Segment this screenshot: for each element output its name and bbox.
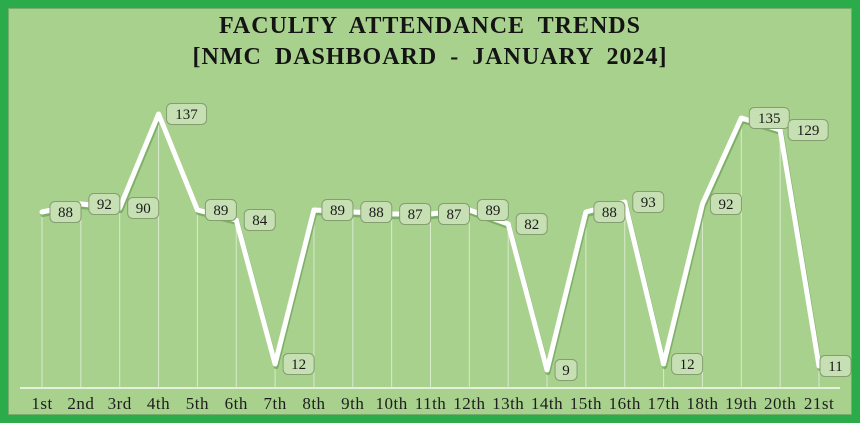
data-point-label-box bbox=[709, 193, 742, 215]
data-point-label: 92 bbox=[97, 197, 112, 213]
x-axis-tick: 4th bbox=[147, 394, 170, 413]
data-point-label: 129 bbox=[797, 123, 820, 139]
data-point-label-box bbox=[438, 203, 470, 225]
x-axis-tick: 19th bbox=[725, 394, 757, 413]
data-point-label: 12 bbox=[291, 357, 306, 373]
data-point-label-box bbox=[515, 213, 548, 235]
data-point-label: 89 bbox=[485, 203, 500, 219]
data-point-label: 89 bbox=[213, 203, 228, 219]
data-point-label: 84 bbox=[252, 213, 268, 229]
data-point-label: 93 bbox=[641, 195, 656, 211]
data-point-label: 82 bbox=[524, 217, 539, 233]
x-axis-tick: 3rd bbox=[108, 394, 132, 413]
x-axis-tick: 9th bbox=[341, 394, 364, 413]
data-point-label-box bbox=[554, 359, 578, 381]
data-point-label-box bbox=[282, 353, 315, 375]
data-point-label-box bbox=[360, 201, 393, 223]
x-axis-tick: 17th bbox=[647, 394, 679, 413]
data-point-label: 135 bbox=[758, 111, 781, 127]
data-point-label-box bbox=[819, 355, 852, 377]
chart-title-line1: FACULTY ATTENDANCE TRENDS bbox=[219, 13, 641, 39]
data-point-label: 92 bbox=[718, 197, 733, 213]
x-axis-tick: 21st bbox=[804, 394, 834, 413]
x-axis-tick: 8th bbox=[302, 394, 325, 413]
x-axis-tick: 15th bbox=[570, 394, 602, 413]
data-point-label-box bbox=[243, 209, 276, 231]
data-point-label-box bbox=[88, 193, 121, 215]
data-point-label-box bbox=[671, 353, 704, 375]
x-axis-tick: 10th bbox=[376, 394, 408, 413]
data-point-label-box bbox=[748, 107, 790, 129]
data-point-label: 87 bbox=[408, 207, 424, 223]
x-axis-tick: 20th bbox=[764, 394, 796, 413]
data-point-label: 12 bbox=[680, 357, 695, 373]
data-point-label-box bbox=[632, 191, 665, 213]
x-axis-tick: 6th bbox=[225, 394, 248, 413]
chart-title: FACULTY ATTENDANCE TRENDS [NMC DASHBOARD… bbox=[0, 11, 860, 73]
data-point-label-box bbox=[49, 201, 82, 223]
data-point-label-box bbox=[321, 199, 354, 221]
x-axis-tick: 7th bbox=[263, 394, 286, 413]
data-point-label-box bbox=[127, 197, 160, 219]
data-point-label: 90 bbox=[136, 201, 151, 217]
x-axis-tick: 1st bbox=[31, 394, 52, 413]
data-point-label: 88 bbox=[602, 205, 617, 221]
data-point-label-box bbox=[204, 199, 237, 221]
x-axis-tick: 13th bbox=[492, 394, 524, 413]
data-point-label: 11 bbox=[828, 359, 842, 375]
x-axis-tick: 18th bbox=[686, 394, 718, 413]
data-point-label: 88 bbox=[58, 205, 73, 221]
data-point-label: 137 bbox=[175, 107, 198, 123]
trend-line-shadow bbox=[40, 114, 823, 376]
data-point-label-box bbox=[787, 119, 829, 141]
x-axis-tick: 5th bbox=[186, 394, 209, 413]
data-point-label: 89 bbox=[330, 203, 345, 219]
chart-title-line2: [NMC DASHBOARD - JANUARY 2024] bbox=[192, 44, 668, 70]
data-point-label: 9 bbox=[562, 363, 570, 379]
data-point-label-box bbox=[399, 203, 432, 225]
x-axis-tick: 2nd bbox=[67, 394, 94, 413]
x-axis-tick: 11th bbox=[415, 394, 447, 413]
x-axis-tick: 14th bbox=[531, 394, 563, 413]
data-point-label: 87 bbox=[447, 207, 463, 223]
data-point-label-box bbox=[593, 201, 626, 223]
x-axis-tick: 16th bbox=[609, 394, 641, 413]
data-point-label-box bbox=[166, 103, 208, 125]
x-axis-tick: 12th bbox=[453, 394, 485, 413]
data-point-label: 88 bbox=[369, 205, 384, 221]
data-point-label-box bbox=[476, 199, 509, 221]
